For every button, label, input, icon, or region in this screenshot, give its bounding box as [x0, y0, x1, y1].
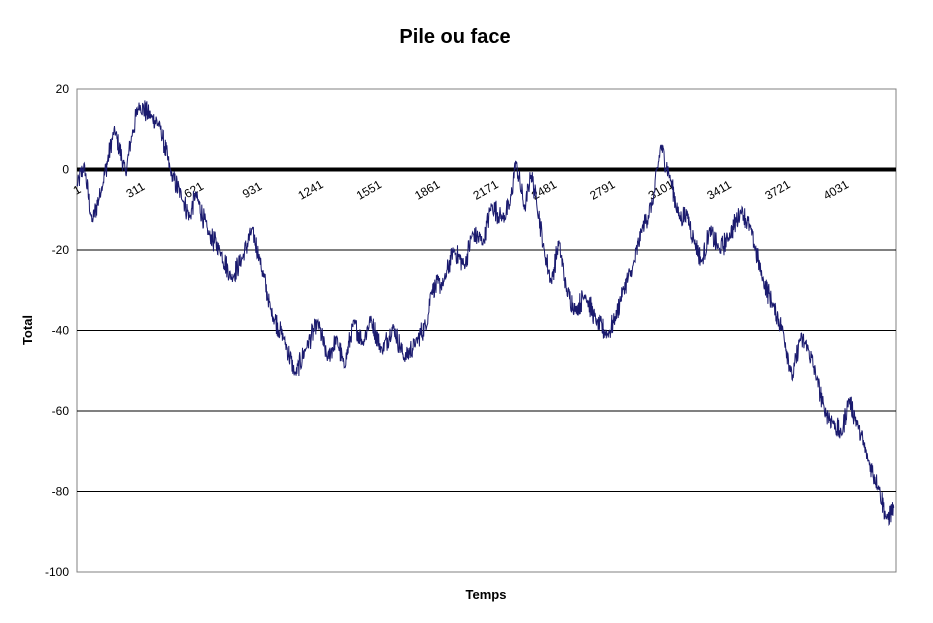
y-tick-label: -60 — [52, 404, 70, 418]
y-tick-label: 0 — [62, 163, 69, 177]
y-tick-label: -40 — [52, 324, 70, 338]
y-tick-label: 20 — [56, 82, 70, 96]
y-tick-label: -80 — [52, 485, 70, 499]
x-axis-title: Temps — [466, 587, 507, 602]
y-tick-label: -20 — [52, 243, 70, 257]
chart-title: Pile ou face — [399, 26, 510, 48]
series-line — [76, 100, 895, 527]
y-axis-tick-labels: 20 0 -20 -40 -60 -80 -100 — [45, 82, 69, 579]
y-tick-label: -100 — [45, 565, 69, 579]
y-axis-title: Total — [20, 315, 35, 345]
